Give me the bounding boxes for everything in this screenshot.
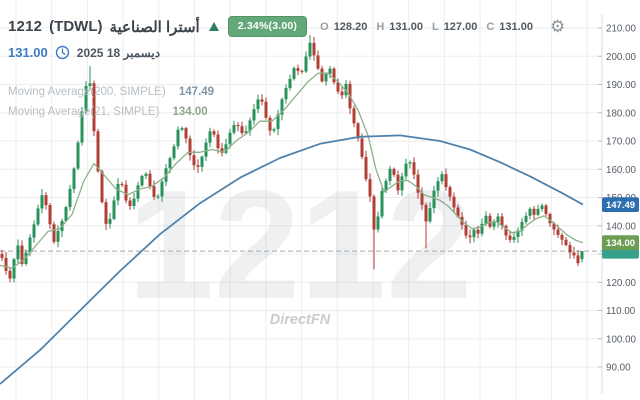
header-row: 1212 (TDWL) أسترا الصناعية 2.34%(3.00) O…	[8, 16, 565, 37]
indicator-ma200-value: 147.49	[178, 86, 215, 98]
settings-gear-icon[interactable]: ⚙	[549, 17, 566, 36]
price-tick-label: 90.00	[606, 363, 631, 374]
clock-icon	[55, 45, 69, 60]
indicator-ma21[interactable]: Moving Average(21, SIMPLE) 134.00	[8, 106, 208, 118]
ma-lines	[0, 72, 584, 385]
price-tick-label: 210.00	[606, 24, 637, 35]
ma21-value-badge	[602, 235, 639, 251]
price-tick-label: 160.00	[606, 165, 637, 176]
high-label: H	[376, 20, 385, 33]
brand-watermark: DirectFN	[270, 312, 331, 328]
close-value: 131.00	[499, 20, 533, 33]
price-tick-label: 200.00	[606, 52, 637, 63]
indicator-ma21-label: Moving Average(21, SIMPLE)	[8, 106, 160, 118]
change-badge: 2.34%(3.00)	[227, 16, 308, 37]
ma200-line	[0, 134, 584, 385]
low-label: L	[431, 20, 439, 33]
price-tick-label: 170.00	[606, 137, 637, 148]
ma200-value-badge	[602, 197, 639, 212]
ma21-value-badge-text: 134.00	[606, 238, 635, 249]
price-tick-label: 180.00	[606, 108, 637, 119]
high-value: 131.00	[389, 20, 423, 33]
price-tick-label: 100.00	[606, 334, 637, 345]
ma200-value-badge-text: 147.49	[606, 200, 635, 211]
price-date-row: 131.00 ديسمبر 18 2025	[8, 45, 160, 60]
last-price: 131.00	[8, 45, 48, 60]
ohlc-readout: O 128.20 H 131.00 L 127.00 C 131.00	[320, 21, 537, 33]
company-name: أسترا الصناعية	[109, 18, 200, 36]
price-tick-label: 140.00	[606, 221, 637, 232]
low-value: 127.00	[443, 20, 478, 33]
up-triangle-icon	[208, 22, 219, 31]
indicator-ma200-label: Moving Average(200, SIMPLE)	[8, 86, 166, 98]
price-tick-label: 110.00	[606, 306, 636, 317]
date-label: ديسمبر 18 2025	[76, 45, 161, 60]
grid-lines	[0, 0, 602, 400]
open-label: O	[320, 20, 329, 33]
ma21-line	[0, 72, 584, 269]
close-label: C	[486, 20, 495, 33]
symbol-watermark: 1212	[128, 158, 473, 331]
exchange-code: (TDWL)	[49, 18, 103, 35]
open-value: 128.20	[333, 20, 368, 33]
price-tick-label: 190.00	[606, 80, 637, 91]
indicator-ma21-value: 134.00	[172, 106, 208, 118]
indicator-ma200[interactable]: Moving Average(200, SIMPLE) 147.49	[8, 86, 214, 98]
symbol-code: 1212	[8, 18, 43, 35]
price-tick-label: 120.00	[606, 278, 637, 289]
